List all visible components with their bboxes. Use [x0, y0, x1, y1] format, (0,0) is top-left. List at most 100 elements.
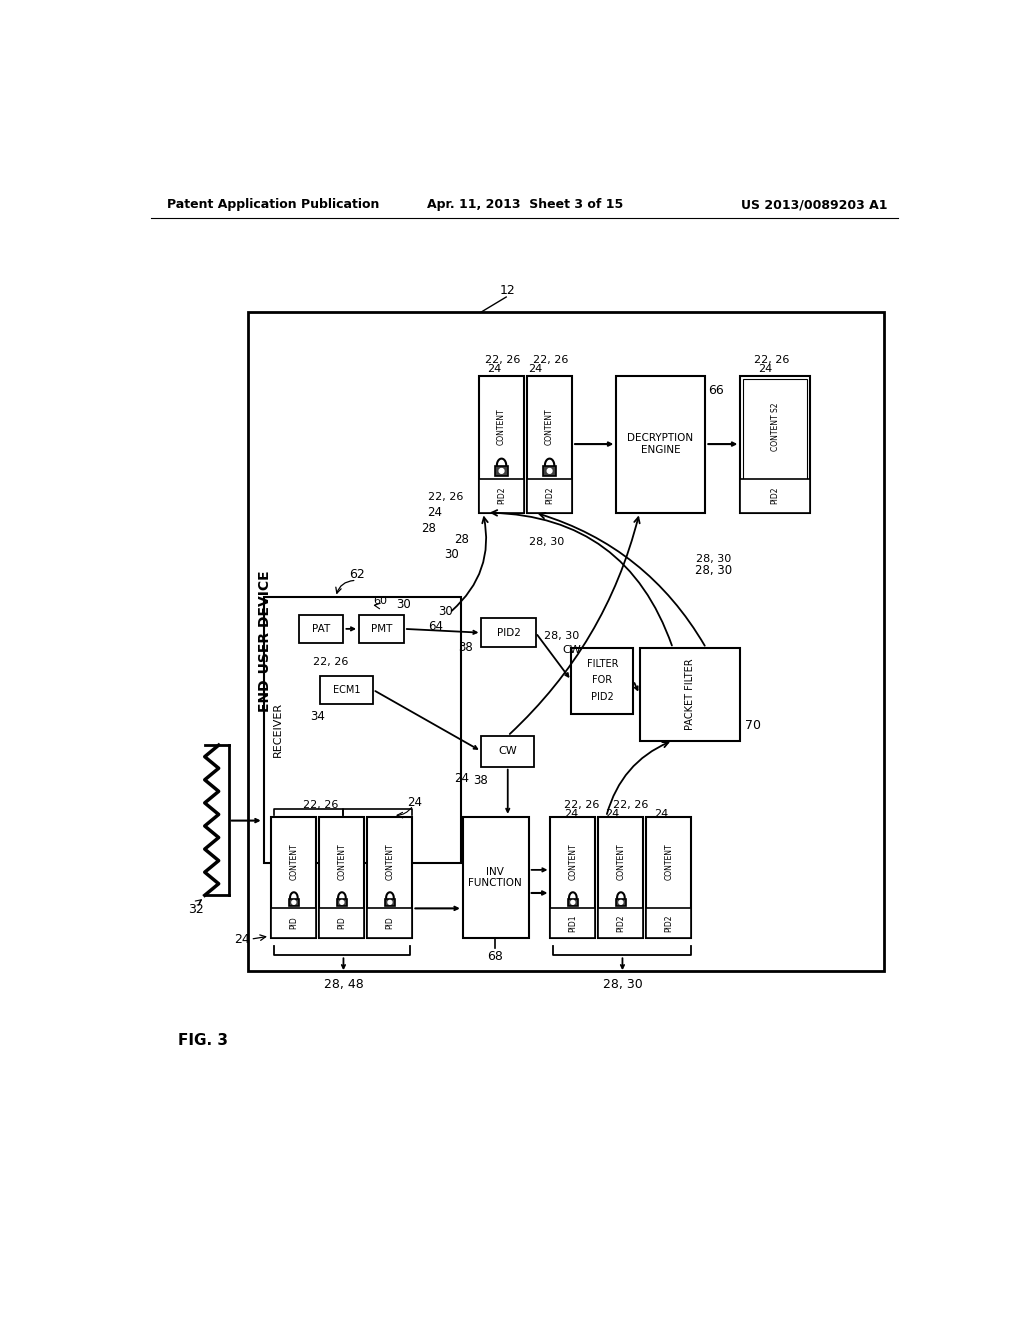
- Text: 22, 26: 22, 26: [754, 355, 788, 366]
- Text: PID2: PID2: [591, 693, 613, 702]
- Text: PID: PID: [290, 916, 298, 929]
- Text: 34: 34: [310, 710, 326, 723]
- Text: 64: 64: [428, 620, 443, 634]
- Text: 28, 30: 28, 30: [602, 978, 642, 991]
- Text: 28, 30: 28, 30: [528, 537, 564, 546]
- Text: 24: 24: [234, 933, 250, 946]
- Bar: [479, 376, 524, 512]
- Bar: [646, 908, 691, 939]
- Bar: [615, 899, 626, 906]
- Circle shape: [292, 900, 296, 904]
- Text: 28, 30: 28, 30: [545, 631, 580, 640]
- Text: 30: 30: [444, 548, 460, 561]
- Bar: [463, 817, 528, 939]
- Text: 24: 24: [427, 506, 441, 519]
- Bar: [385, 899, 395, 906]
- Text: PID2: PID2: [497, 628, 520, 638]
- Bar: [543, 466, 556, 475]
- Bar: [567, 899, 579, 906]
- Text: CONTENT: CONTENT: [568, 843, 578, 880]
- Text: 28: 28: [454, 533, 469, 546]
- Text: 62: 62: [349, 568, 365, 581]
- Text: RECEIVER: RECEIVER: [272, 702, 283, 758]
- Text: CW: CW: [562, 644, 581, 655]
- Bar: [271, 817, 316, 939]
- Bar: [740, 479, 810, 512]
- Text: 70: 70: [744, 718, 761, 731]
- Text: END-USER DEVICE: END-USER DEVICE: [258, 570, 272, 711]
- Text: 24: 24: [487, 364, 502, 375]
- Bar: [271, 908, 316, 939]
- Bar: [571, 648, 633, 714]
- Text: PAT: PAT: [312, 624, 330, 634]
- Bar: [743, 379, 807, 510]
- Text: 22, 26: 22, 26: [485, 355, 521, 366]
- Text: 22, 26: 22, 26: [302, 800, 338, 810]
- Bar: [321, 676, 373, 704]
- Circle shape: [547, 469, 552, 474]
- Bar: [740, 376, 810, 512]
- Text: CW: CW: [499, 746, 517, 756]
- Text: 24: 24: [758, 364, 772, 375]
- Text: 24: 24: [654, 809, 669, 820]
- Bar: [481, 618, 536, 647]
- Text: US 2013/0089203 A1: US 2013/0089203 A1: [741, 198, 888, 211]
- Text: PID: PID: [337, 916, 346, 929]
- Bar: [368, 908, 413, 939]
- Text: 22, 26: 22, 26: [563, 800, 599, 810]
- Text: 24: 24: [528, 364, 543, 375]
- Text: 28: 28: [421, 521, 436, 535]
- Bar: [640, 648, 740, 741]
- Bar: [319, 908, 365, 939]
- Text: PID2: PID2: [497, 487, 506, 504]
- Text: ECM1: ECM1: [333, 685, 360, 694]
- Text: CONTENT: CONTENT: [337, 843, 346, 880]
- Bar: [527, 479, 572, 512]
- Text: 30: 30: [438, 605, 454, 618]
- Bar: [550, 817, 595, 939]
- Text: 28, 30: 28, 30: [695, 554, 731, 564]
- Text: CONTENT S2: CONTENT S2: [771, 403, 779, 451]
- Circle shape: [618, 900, 623, 904]
- Bar: [616, 376, 706, 512]
- Text: 12: 12: [500, 284, 516, 297]
- Text: 38: 38: [473, 774, 488, 787]
- Text: 24: 24: [605, 809, 620, 820]
- Text: 68: 68: [487, 950, 503, 964]
- Bar: [368, 817, 413, 939]
- Text: 24: 24: [408, 796, 422, 809]
- Text: INV
FUNCTION: INV FUNCTION: [468, 867, 522, 888]
- Circle shape: [340, 900, 344, 904]
- Text: 66: 66: [709, 384, 724, 397]
- Bar: [479, 479, 524, 512]
- Text: 24: 24: [564, 809, 579, 820]
- Text: CONTENT: CONTENT: [665, 843, 674, 880]
- Text: 22, 26: 22, 26: [313, 657, 349, 667]
- Text: 30: 30: [396, 598, 412, 611]
- Text: PMT: PMT: [371, 624, 392, 634]
- Bar: [337, 899, 347, 906]
- Text: CONTENT: CONTENT: [290, 843, 298, 880]
- Text: 22, 26: 22, 26: [612, 800, 648, 810]
- Bar: [598, 908, 643, 939]
- Text: 22, 26: 22, 26: [428, 492, 464, 502]
- Text: 32: 32: [188, 903, 204, 916]
- Bar: [289, 899, 299, 906]
- Text: PID2: PID2: [545, 487, 554, 504]
- Circle shape: [571, 900, 574, 904]
- Bar: [319, 817, 365, 939]
- Text: DECRYPTION
ENGINE: DECRYPTION ENGINE: [628, 433, 693, 455]
- Bar: [527, 376, 572, 512]
- Circle shape: [388, 900, 392, 904]
- Text: CONTENT: CONTENT: [545, 409, 554, 445]
- Bar: [299, 615, 343, 643]
- Text: CONTENT: CONTENT: [616, 843, 626, 880]
- Text: PID2: PID2: [771, 487, 779, 504]
- Text: 22, 26: 22, 26: [534, 355, 569, 366]
- Bar: [481, 737, 535, 767]
- Text: Apr. 11, 2013  Sheet 3 of 15: Apr. 11, 2013 Sheet 3 of 15: [427, 198, 623, 211]
- Bar: [598, 817, 643, 939]
- Text: CONTENT: CONTENT: [497, 409, 506, 445]
- Text: 28, 48: 28, 48: [324, 978, 364, 991]
- Text: PACKET FILTER: PACKET FILTER: [685, 659, 695, 730]
